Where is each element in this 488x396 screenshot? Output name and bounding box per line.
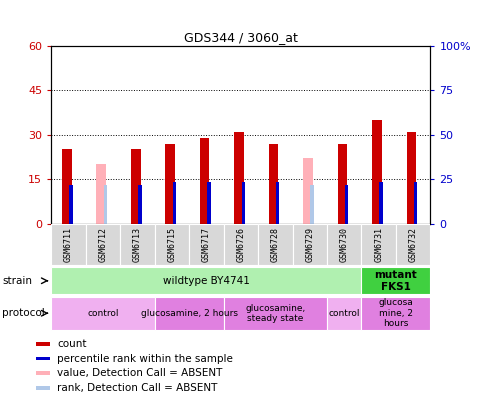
Bar (154, 224, 189, 265)
Text: GSM6711: GSM6711 (64, 227, 73, 262)
Text: control: control (87, 309, 119, 318)
Bar (36, 342, 50, 346)
Text: strain: strain (2, 276, 32, 286)
Text: GSM6713: GSM6713 (133, 227, 142, 262)
Bar (337, 143, 346, 224)
Bar (371, 120, 381, 224)
Bar (241, 182, 244, 224)
Bar (379, 182, 382, 224)
Text: glucosamine,
steady state: glucosamine, steady state (244, 304, 305, 323)
Bar (36, 357, 50, 360)
Bar (292, 224, 326, 265)
Text: control: control (328, 309, 359, 318)
Bar (131, 149, 140, 224)
Bar (223, 224, 258, 265)
Bar (189, 224, 223, 265)
Text: GSM6712: GSM6712 (98, 227, 107, 262)
Bar (223, 297, 326, 330)
Bar (200, 138, 209, 224)
Bar (85, 224, 120, 265)
Bar (69, 185, 73, 224)
Text: wildtype BY4741: wildtype BY4741 (163, 276, 249, 286)
Text: GSM6715: GSM6715 (167, 227, 176, 262)
Bar (36, 371, 50, 375)
Bar (310, 185, 313, 224)
Bar (326, 297, 361, 330)
Bar (172, 182, 176, 224)
Bar (406, 131, 415, 224)
Text: percentile rank within the sample: percentile rank within the sample (57, 354, 232, 364)
Bar (344, 185, 347, 224)
Text: GSM6717: GSM6717 (202, 227, 210, 262)
Bar (275, 182, 279, 224)
Bar (154, 297, 223, 330)
Text: protocol: protocol (2, 308, 45, 318)
Bar (165, 143, 175, 224)
Bar (51, 297, 154, 330)
Bar (36, 386, 50, 390)
Text: count: count (57, 339, 86, 349)
Text: GSM6731: GSM6731 (373, 227, 383, 262)
Bar (303, 158, 312, 224)
Title: GDS344 / 3060_at: GDS344 / 3060_at (183, 31, 297, 44)
Bar (51, 224, 85, 265)
Text: glucosa
mine, 2
hours: glucosa mine, 2 hours (378, 298, 412, 328)
Text: GSM6730: GSM6730 (339, 227, 348, 262)
Bar (258, 224, 292, 265)
Text: GSM6728: GSM6728 (270, 227, 279, 262)
Bar (138, 185, 142, 224)
Bar (96, 164, 106, 224)
Bar (120, 224, 154, 265)
Text: rank, Detection Call = ABSENT: rank, Detection Call = ABSENT (57, 383, 217, 393)
Bar (103, 185, 107, 224)
Bar (268, 143, 278, 224)
Text: glucosamine, 2 hours: glucosamine, 2 hours (141, 309, 237, 318)
Text: GSM6726: GSM6726 (236, 227, 245, 262)
Bar (361, 267, 429, 295)
Bar (395, 224, 429, 265)
Bar (206, 182, 210, 224)
Bar (361, 297, 429, 330)
Text: value, Detection Call = ABSENT: value, Detection Call = ABSENT (57, 368, 222, 378)
Bar (51, 267, 361, 295)
Text: GSM6732: GSM6732 (408, 227, 417, 262)
Bar (62, 149, 72, 224)
Bar (413, 182, 416, 224)
Bar (361, 224, 395, 265)
Bar (234, 131, 244, 224)
Bar (326, 224, 361, 265)
Text: GSM6729: GSM6729 (305, 227, 314, 262)
Text: mutant
FKS1: mutant FKS1 (374, 270, 416, 291)
